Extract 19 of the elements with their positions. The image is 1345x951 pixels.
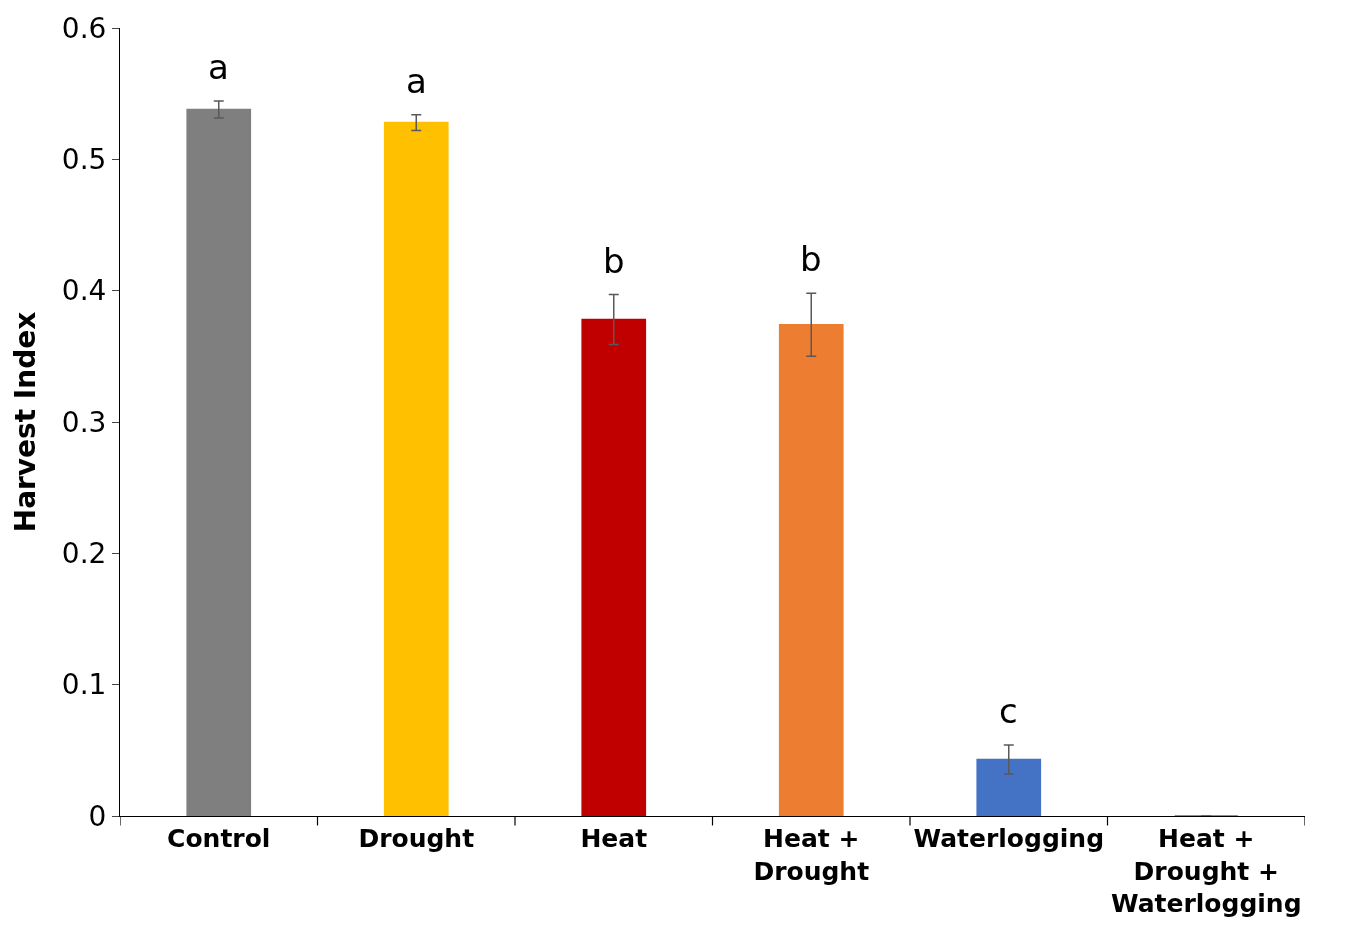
- x-tick-label: Heat + Drought + Waterlogging: [1110, 824, 1302, 918]
- x-tick-label: Heat + Drought: [753, 824, 870, 886]
- y-tick-label: 0.6: [61, 11, 107, 45]
- y-tick-label: 0.5: [61, 143, 107, 177]
- annotation: a: [208, 47, 229, 87]
- annotation: b: [603, 241, 625, 281]
- x-tick-label: Drought: [358, 824, 475, 853]
- annotation: c: [999, 691, 1018, 731]
- x-tick-label: Control: [167, 824, 271, 853]
- y-tick-label: 0.2: [61, 537, 107, 571]
- y-axis-title: Harvest Index: [8, 311, 42, 533]
- annotation: a: [406, 61, 427, 101]
- y-tick-label: 0.4: [61, 274, 107, 308]
- y-tick-label: 0.3: [61, 405, 107, 439]
- y-tick-label: 0: [88, 799, 107, 833]
- x-tick-label: Waterlogging: [913, 824, 1105, 853]
- x-tick-label: Heat: [580, 824, 648, 853]
- y-tick-label: 0.1: [61, 668, 107, 702]
- annotation: b: [800, 239, 822, 279]
